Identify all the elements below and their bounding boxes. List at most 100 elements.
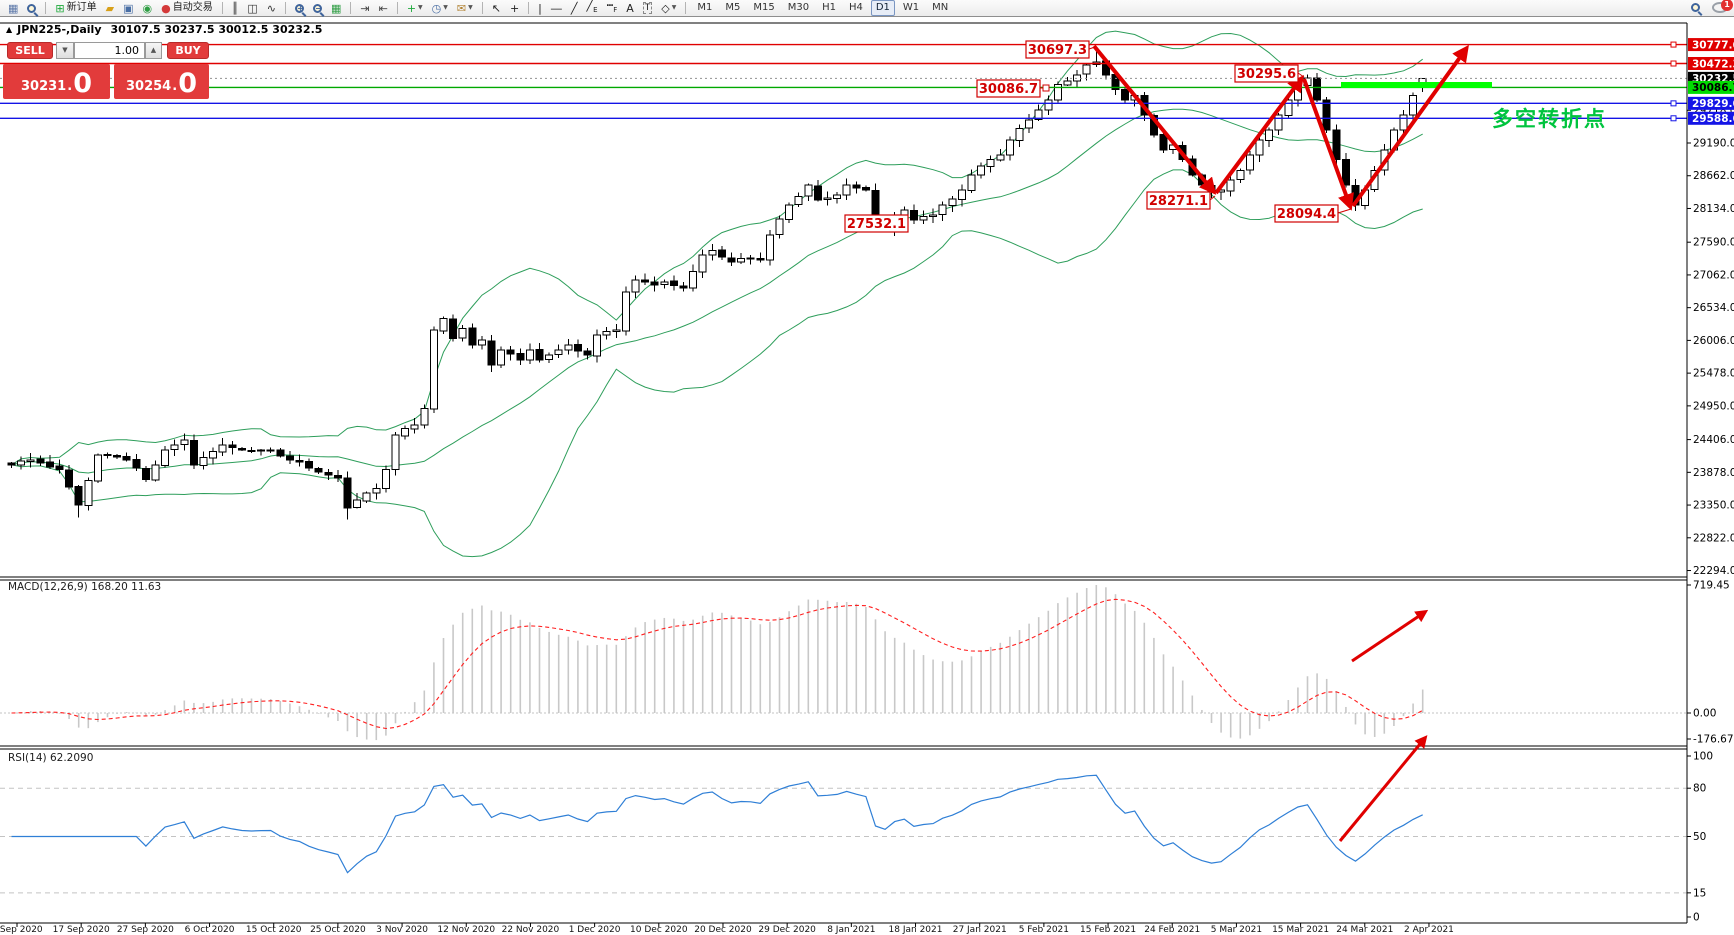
tile-windows-icon[interactable]: ▦: [328, 0, 344, 16]
timeframe-W1[interactable]: W1: [902, 2, 920, 13]
cursor-icon[interactable]: ↖: [489, 0, 504, 16]
volume-input[interactable]: 1.00: [74, 42, 145, 59]
sell-price-box[interactable]: 30231. 0: [3, 64, 110, 99]
candle-body: [1226, 179, 1235, 192]
level-line-handle[interactable]: [1670, 60, 1677, 67]
candles: [7, 49, 1427, 520]
candle-body: [401, 428, 410, 437]
svg-text:29 Dec 2020: 29 Dec 2020: [758, 925, 816, 935]
autotrading-button[interactable]: ● 自动交易: [158, 0, 216, 16]
support-highlight-bar[interactable]: [1341, 82, 1492, 88]
turning-point-note[interactable]: 多空转折点: [1492, 107, 1607, 131]
candle-body: [929, 214, 938, 218]
auto-scroll-icon[interactable]: ⇥: [357, 0, 372, 16]
vertical-line-icon-glyph: |: [538, 1, 542, 15]
date-axis[interactable]: 8 Sep 2020 17 Sep 2020 27 Sep 2020 6 Oct 20…: [0, 923, 1454, 935]
svg-text:1 Dec 2020: 1 Dec 2020: [569, 925, 621, 935]
search-icon[interactable]: [1691, 3, 1700, 12]
candlestick-chart-icon[interactable]: ◫: [244, 0, 260, 16]
zoom-in-icon[interactable]: +: [292, 0, 307, 16]
periods-button[interactable]: ◷ ▼: [429, 0, 451, 16]
candle-body: [295, 459, 304, 463]
candle-body: [65, 469, 74, 488]
level-line-handle[interactable]: [1670, 100, 1677, 107]
equidistant-channel-icon[interactable]: ╱E: [584, 0, 601, 16]
timeframe-H1[interactable]: H1: [822, 2, 836, 13]
toolbar-group: | ― ╱ ╱E ┅F A T ◇ ▼: [532, 0, 682, 16]
candle-body: [180, 439, 189, 446]
svg-text:27 Sep 2020: 27 Sep 2020: [117, 925, 174, 935]
chevron-down-icon: ▼: [671, 4, 677, 11]
new-order-button[interactable]: ⊞ 新订单: [52, 0, 99, 16]
price-annotation-30086.7[interactable]: [976, 79, 1041, 98]
candle-body: [170, 444, 179, 450]
level-line-handle[interactable]: [1670, 41, 1677, 48]
buy-button[interactable]: BUY: [167, 42, 209, 59]
trend-arrow[interactable]: [1351, 44, 1469, 208]
level-line-handle[interactable]: [1670, 115, 1677, 122]
indicators-button[interactable]: + ▼: [404, 0, 426, 16]
price-annotation-28094.4[interactable]: [1274, 204, 1339, 223]
navigator-icon[interactable]: ◉: [140, 0, 156, 16]
volume-up-button[interactable]: ▲: [145, 42, 162, 59]
candle-body: [573, 343, 582, 352]
candle-body: [1313, 77, 1322, 101]
toolbar-group: ║ ◫ ∿: [226, 0, 282, 16]
sell-button[interactable]: SELL: [7, 42, 53, 59]
horizontal-line-icon[interactable]: ―: [548, 0, 565, 16]
candle-body: [1044, 99, 1053, 111]
trend-arrow[interactable]: [1351, 609, 1429, 663]
styles-icon[interactable]: ▰: [103, 0, 117, 16]
candle-body: [1015, 128, 1024, 142]
price-annotation-28271.1[interactable]: [1146, 191, 1211, 210]
candle-body: [564, 344, 573, 351]
buy-price-dot: .: [172, 79, 178, 94]
trend-arrow[interactable]: [1092, 44, 1217, 195]
shapes-icon[interactable]: ◇ ▼: [658, 0, 679, 16]
svg-text:100: 100: [1693, 751, 1713, 763]
timeframe-M1[interactable]: M1: [697, 2, 713, 13]
svg-text:29588.6: 29588.6: [1692, 113, 1734, 125]
trend-arrow[interactable]: [1214, 74, 1305, 195]
line-chart-icon[interactable]: ∿: [264, 0, 279, 16]
timeframe-H4[interactable]: H4: [848, 2, 863, 13]
chart-shift-icon[interactable]: ⇤: [376, 0, 391, 16]
timeframe-M5[interactable]: M5: [725, 2, 741, 13]
price-annotation-27532.1[interactable]: [844, 214, 909, 233]
candle-body: [506, 349, 515, 355]
trend-arrow[interactable]: [1338, 735, 1428, 842]
volume-down-button[interactable]: ▼: [56, 42, 74, 59]
timeframe-M30[interactable]: M30: [787, 2, 810, 13]
candle-body: [986, 159, 995, 167]
chat-icon[interactable]: 1: [1712, 0, 1733, 13]
oneclick-expander-icon[interactable]: ▲: [6, 24, 13, 34]
price-annotation-30697.3[interactable]: [1025, 40, 1090, 59]
trendline-icon[interactable]: ╱: [568, 0, 581, 16]
terminal-icon[interactable]: ▣: [120, 0, 136, 16]
candle-body: [55, 465, 64, 471]
buy-price-box[interactable]: 30254. 0: [114, 64, 209, 99]
templates-button[interactable]: ✉ ▼: [454, 0, 476, 16]
trend-arrow[interactable]: [1302, 78, 1354, 211]
timeframe-M15[interactable]: M15: [753, 2, 775, 13]
price-axis[interactable]: 29718.029190.028662.028134.027590.027062…: [1687, 38, 1734, 924]
vertical-line-icon[interactable]: |: [535, 0, 545, 16]
text-label-icon[interactable]: T: [640, 0, 656, 16]
timeframe-D1[interactable]: D1: [870, 0, 895, 16]
text-icon[interactable]: A: [623, 0, 637, 16]
print-preview-icon[interactable]: [24, 0, 39, 16]
candle-body: [1332, 129, 1341, 161]
price-annotation-30295.6[interactable]: [1234, 64, 1299, 83]
candle-body: [967, 174, 976, 191]
svg-text:12 Nov 2020: 12 Nov 2020: [437, 925, 495, 935]
svg-text:22822.0: 22822.0: [1693, 532, 1734, 544]
svg-text:28662.0: 28662.0: [1693, 170, 1734, 182]
crosshair-icon[interactable]: +: [507, 0, 522, 16]
candle-body: [410, 424, 419, 430]
zoom-out-icon[interactable]: −: [310, 0, 325, 16]
trendline-icon-glyph: ╱: [570, 1, 578, 15]
profile-chart-icon[interactable]: ▦: [5, 0, 21, 16]
timeframe-MN[interactable]: MN: [932, 2, 949, 13]
fibonacci-icon[interactable]: ┅F: [604, 0, 621, 16]
bar-chart-icon[interactable]: ║: [229, 0, 242, 16]
